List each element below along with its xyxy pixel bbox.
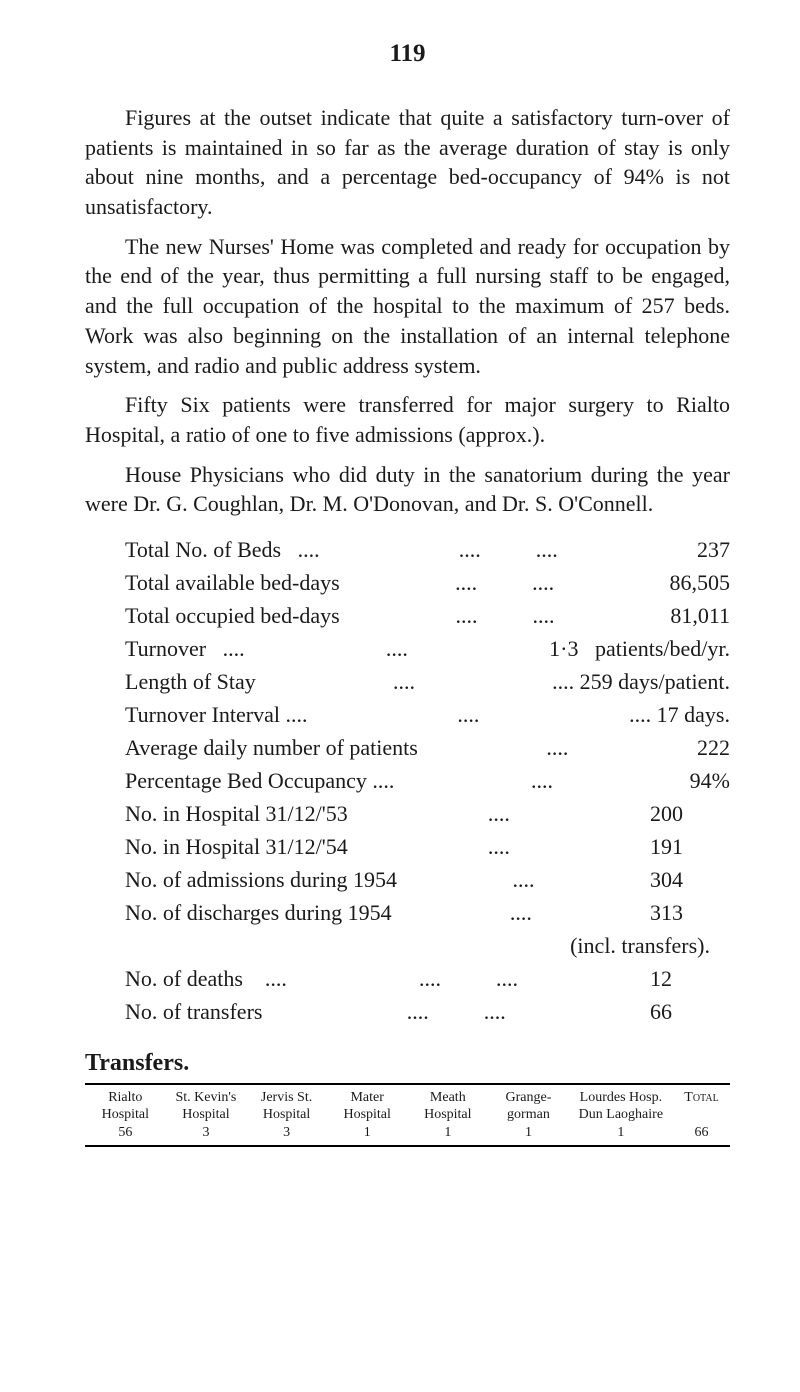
stat-value: 81,011 bbox=[670, 599, 730, 632]
cell-line3: 3 bbox=[202, 1125, 209, 1140]
cell-line2: Hospital bbox=[424, 1107, 471, 1122]
paragraph-1: Figures at the outset indicate that quit… bbox=[85, 103, 730, 222]
stat-label: No. in Hospital 31/12/'54 bbox=[125, 830, 348, 863]
stat-pct-occupancy: Percentage Bed Occupancy .... .... 94% bbox=[125, 764, 730, 797]
stat-dots: .... bbox=[386, 632, 408, 665]
transfers-table: Rialto Hospital 56 St. Kevin's Hospital … bbox=[85, 1083, 730, 1148]
stat-note: (incl. transfers). bbox=[570, 929, 710, 962]
paragraph-3: Fifty Six patients were transferred for … bbox=[85, 390, 730, 449]
cell-line2: gorman bbox=[507, 1107, 550, 1122]
stat-value: 237 bbox=[697, 533, 730, 566]
stat-dots: .... bbox=[457, 698, 479, 731]
cell-line1: Meath bbox=[430, 1090, 466, 1105]
stat-label: Total available bed-days bbox=[125, 566, 340, 599]
stat-label: No. in Hospital 31/12/'53 bbox=[125, 797, 348, 830]
stat-turnover: Turnover .... .... 1·3 patients/bed/yr. bbox=[125, 632, 730, 665]
stat-label: No. of transfers bbox=[125, 995, 262, 1028]
stat-dots: .... .... bbox=[419, 962, 518, 995]
stat-label: No. of admissions during 1954 bbox=[125, 863, 397, 896]
stat-dots: .... bbox=[393, 665, 415, 698]
stat-value: .... 17 days. bbox=[629, 698, 730, 731]
stat-dots: .... .... bbox=[455, 566, 554, 599]
stat-value: 313 bbox=[650, 896, 730, 929]
paragraph-4: House Physicians who did duty in the san… bbox=[85, 460, 730, 519]
stat-dots: .... bbox=[531, 764, 553, 797]
stat-occupied-bed-days: Total occupied bed-days .... .... 81,011 bbox=[125, 599, 730, 632]
table-cell-st-kevins: St. Kevin's Hospital 3 bbox=[166, 1089, 247, 1142]
stat-available-bed-days: Total available bed-days .... .... 86,50… bbox=[125, 566, 730, 599]
stat-dots: .... .... bbox=[456, 599, 555, 632]
cell-line2: Hospital bbox=[343, 1107, 390, 1122]
cell-line2: Hospital bbox=[263, 1107, 310, 1122]
table-cell-rialto: Rialto Hospital 56 bbox=[85, 1089, 166, 1142]
stat-dots: .... bbox=[488, 830, 510, 863]
cell-line1: Jervis St. bbox=[261, 1090, 312, 1105]
stat-value: 1·3 patients/bed/yr. bbox=[549, 632, 730, 665]
table-cell-total: Total 66 bbox=[673, 1089, 730, 1142]
table-cell-meath: Meath Hospital 1 bbox=[408, 1089, 489, 1142]
cell-line2: Hospital bbox=[182, 1107, 229, 1122]
cell-line1: Lourdes Hosp. bbox=[580, 1090, 662, 1105]
stat-label: Turnover .... bbox=[125, 632, 245, 665]
cell-line1: St. Kevin's bbox=[176, 1090, 237, 1105]
stat-label: Turnover Interval .... bbox=[125, 698, 308, 731]
stat-turnover-interval: Turnover Interval .... .... .... 17 days… bbox=[125, 698, 730, 731]
cell-line1: Total bbox=[684, 1090, 718, 1105]
stat-value: 86,505 bbox=[670, 566, 731, 599]
transfers-heading: Transfers. bbox=[85, 1050, 730, 1077]
cell-line3: 1 bbox=[364, 1125, 371, 1140]
cell-line1: Grange- bbox=[506, 1090, 552, 1105]
table-cell-jervis: Jervis St. Hospital 3 bbox=[246, 1089, 327, 1142]
stat-value: 200 bbox=[650, 797, 730, 830]
cell-line1: Rialto bbox=[108, 1090, 142, 1105]
stat-dots: .... bbox=[510, 896, 532, 929]
stat-incl-transfers: (incl. transfers). bbox=[125, 929, 730, 962]
page-number: 119 bbox=[85, 40, 730, 68]
stat-deaths: No. of deaths .... .... .... 12 bbox=[125, 962, 730, 995]
cell-line3: 66 bbox=[694, 1125, 708, 1140]
stat-value: 304 bbox=[650, 863, 730, 896]
cell-line2: Hospital bbox=[102, 1107, 149, 1122]
stat-total-beds: Total No. of Beds .... .... .... 237 bbox=[125, 533, 730, 566]
stat-label: No. of discharges during 1954 bbox=[125, 896, 392, 929]
stat-value: 94% bbox=[690, 764, 730, 797]
cell-line3: 1 bbox=[617, 1125, 624, 1140]
cell-line2: Dun Laoghaire bbox=[579, 1107, 663, 1122]
stat-length-of-stay: Length of Stay .... .... 259 days/patien… bbox=[125, 665, 730, 698]
table-cell-mater: Mater Hospital 1 bbox=[327, 1089, 408, 1142]
statistics-block: Total No. of Beds .... .... .... 237 Tot… bbox=[125, 533, 730, 1028]
stat-discharges: No. of discharges during 1954 .... 313 bbox=[125, 896, 730, 929]
stat-label: Total occupied bed-days bbox=[125, 599, 340, 632]
stat-label: Total No. of Beds .... bbox=[125, 533, 320, 566]
stat-dots: .... bbox=[512, 863, 534, 896]
cell-line3: 56 bbox=[118, 1125, 132, 1140]
paragraph-2: The new Nurses' Home was completed and r… bbox=[85, 232, 730, 380]
stat-value: 12 bbox=[650, 962, 730, 995]
cell-line1: Mater bbox=[350, 1090, 383, 1105]
stat-avg-daily: Average daily number of patients .... 22… bbox=[125, 731, 730, 764]
stat-dots: .... bbox=[546, 731, 568, 764]
cell-line3: 1 bbox=[525, 1125, 532, 1140]
table-cell-grangegorman: Grange- gorman 1 bbox=[488, 1089, 569, 1142]
stat-value: 66 bbox=[650, 995, 730, 1028]
stat-admissions: No. of admissions during 1954 .... 304 bbox=[125, 863, 730, 896]
stat-dots: .... bbox=[488, 797, 510, 830]
stat-value: .... 259 days/patient. bbox=[552, 665, 730, 698]
table-cell-lourdes: Lourdes Hosp. Dun Laoghaire 1 bbox=[569, 1089, 673, 1142]
stat-dots: .... .... bbox=[407, 995, 506, 1028]
cell-line3: 1 bbox=[444, 1125, 451, 1140]
cell-line3: 3 bbox=[283, 1125, 290, 1140]
stat-label: Length of Stay bbox=[125, 665, 256, 698]
table-row: Rialto Hospital 56 St. Kevin's Hospital … bbox=[85, 1089, 730, 1142]
stat-dots: .... .... bbox=[459, 533, 558, 566]
stat-value: 222 bbox=[697, 731, 730, 764]
stat-transfers-count: No. of transfers .... .... 66 bbox=[125, 995, 730, 1028]
stat-label: Percentage Bed Occupancy .... bbox=[125, 764, 394, 797]
stat-hospital-54: No. in Hospital 31/12/'54 .... 191 bbox=[125, 830, 730, 863]
stat-value: 191 bbox=[650, 830, 730, 863]
stat-label: Average daily number of patients bbox=[125, 731, 418, 764]
stat-hospital-53: No. in Hospital 31/12/'53 .... 200 bbox=[125, 797, 730, 830]
stat-label: No. of deaths .... bbox=[125, 962, 287, 995]
